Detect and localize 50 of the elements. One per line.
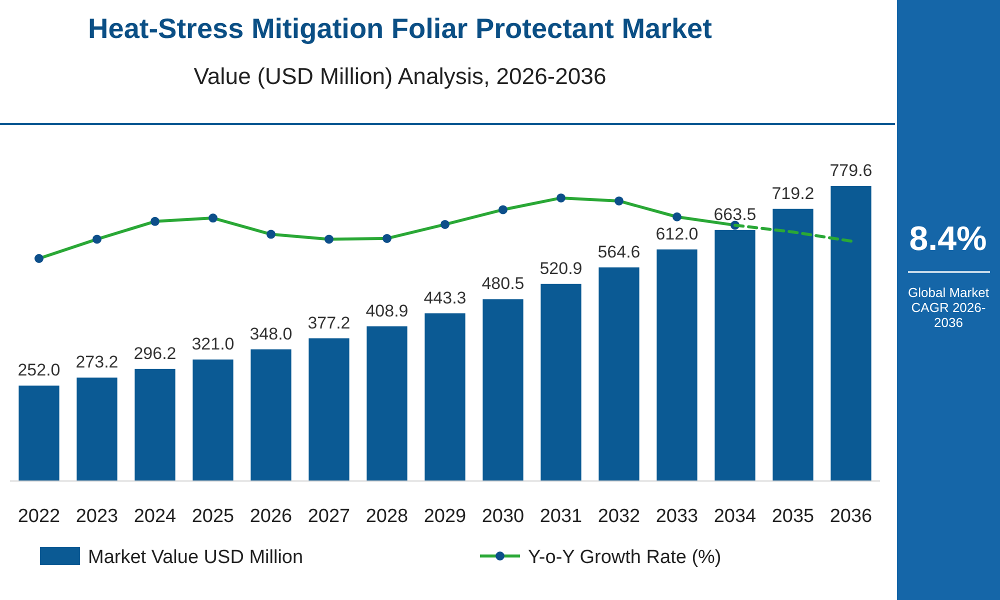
x-tick-label: 2033 xyxy=(656,506,698,527)
data-label: 348.0 xyxy=(250,324,292,344)
x-tick-label: 2024 xyxy=(134,506,177,527)
x-tick-label: 2032 xyxy=(598,506,640,527)
data-label: 252.0 xyxy=(18,360,60,380)
bar xyxy=(250,349,292,481)
chart-title: Heat-Stress Mitigation Foliar Protectant Market xyxy=(88,13,712,44)
x-tick-label: 2030 xyxy=(482,506,524,527)
x-tick-label: 2026 xyxy=(250,506,292,527)
bar xyxy=(598,267,640,481)
data-label: 480.5 xyxy=(482,274,524,294)
data-label: 443.3 xyxy=(424,288,466,308)
bar xyxy=(192,360,234,481)
text: 8.4% xyxy=(909,220,987,258)
x-tick-label: 2023 xyxy=(76,506,118,527)
bar xyxy=(424,313,466,481)
bar xyxy=(366,326,408,481)
data-label: 377.2 xyxy=(308,313,350,332)
bar xyxy=(540,284,582,481)
data-label: 520.9 xyxy=(540,258,582,278)
x-tick-label: 2029 xyxy=(424,506,466,527)
text: Global Market CAGR 2026-2036 xyxy=(907,285,990,330)
bar xyxy=(656,249,698,481)
data-label: 612.0 xyxy=(656,224,698,244)
bar xyxy=(308,338,350,481)
data-label: 321.0 xyxy=(192,334,234,354)
x-tick-label: 2022 xyxy=(18,506,60,527)
bar xyxy=(76,378,118,481)
bar xyxy=(772,208,814,481)
data-label: 564.6 xyxy=(598,242,640,262)
bar xyxy=(18,386,60,481)
chart-subtitle: Value (USD Million) Analysis, 2026-2036 xyxy=(194,63,606,89)
data-label: 779.6 xyxy=(830,161,872,180)
bar xyxy=(830,186,872,481)
x-tick-label: 2025 xyxy=(192,506,234,527)
x-tick-label: 2034 xyxy=(714,506,757,527)
data-label: 719.2 xyxy=(772,184,814,203)
data-label: 273.2 xyxy=(76,352,118,372)
x-tick-label: 2027 xyxy=(308,506,350,527)
bar xyxy=(134,368,176,481)
data-label: 408.9 xyxy=(366,301,408,320)
data-label: 663.5 xyxy=(714,204,756,224)
x-tick-label: 2028 xyxy=(366,506,408,527)
bar xyxy=(482,299,524,481)
x-tick-label: 2035 xyxy=(772,506,814,527)
legend-label: Market Value USD Million xyxy=(88,547,304,568)
data-label: 296.2 xyxy=(134,344,176,363)
legend-label: Y-o-Y Growth Rate (%) xyxy=(528,547,722,568)
x-tick-label: 2036 xyxy=(830,506,872,527)
x-tick-label: 2031 xyxy=(540,506,582,527)
